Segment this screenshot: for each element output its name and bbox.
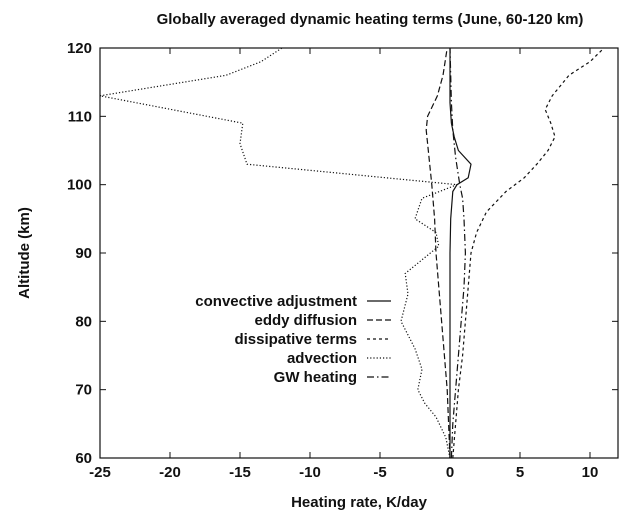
series-lines [99,47,605,459]
x-tick-label: 0 [446,464,454,481]
chart-title: Globally averaged dynamic heating terms … [157,11,584,28]
legend-label: convective adjustment [195,293,357,310]
axis-ticks: -25 -20 -15 -10 -5 0 5 10 60 70 80 90 100 110 120 [67,40,618,481]
x-tick-label: -25 [89,464,111,481]
y-tick-label: 60 [75,450,92,467]
legend-label: advection [287,350,357,367]
series-line-2 [452,47,605,459]
x-tick-label: -20 [159,464,181,481]
series-line-3 [99,47,458,459]
y-tick-label: 110 [68,108,92,125]
x-tick-label: -15 [229,464,251,481]
y-tick-label: 70 [75,382,92,399]
y-tick-label: 120 [67,40,92,57]
legend-label: eddy diffusion [255,312,358,329]
series-line-1 [425,47,451,459]
plot-frame [99,47,619,459]
y-tick-label: 80 [75,313,92,330]
x-tick-label: -10 [299,464,321,481]
x-tick-label: 5 [516,464,524,481]
legend-label: GW heating [274,369,357,386]
y-axis-title: Altitude (km) [16,207,33,299]
x-axis-title: Heating rate, K/day [291,494,428,511]
y-tick-label: 100 [67,177,92,194]
legend: convective adjustment eddy diffusion dissi… [195,293,391,386]
series-line-0 [449,48,472,458]
x-tick-label: 10 [582,464,599,481]
x-tick-label: -5 [373,464,386,481]
y-tick-label: 90 [75,245,92,262]
legend-label: dissipative terms [234,331,357,348]
